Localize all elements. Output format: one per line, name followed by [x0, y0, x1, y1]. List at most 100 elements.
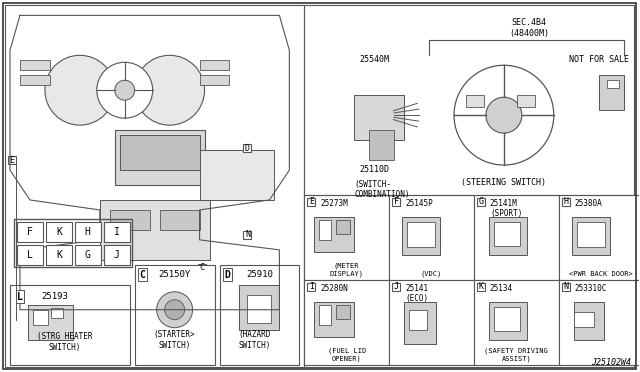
Text: SEC.4B4
(48400M): SEC.4B4 (48400M): [509, 18, 549, 38]
Bar: [248, 295, 271, 323]
Bar: [17, 222, 43, 242]
Bar: [100, 200, 209, 260]
Text: E: E: [10, 155, 15, 164]
Bar: [33, 310, 48, 325]
Bar: [5, 6, 305, 366]
Text: J: J: [394, 282, 399, 291]
Text: J: J: [114, 250, 120, 260]
Text: 25141
(ECO): 25141 (ECO): [405, 284, 428, 303]
Text: K: K: [56, 227, 62, 237]
Bar: [75, 245, 100, 265]
Bar: [489, 302, 527, 340]
Bar: [314, 302, 354, 337]
Text: 25910: 25910: [246, 270, 273, 279]
Bar: [577, 222, 605, 247]
Circle shape: [97, 62, 153, 118]
Bar: [120, 135, 200, 170]
Bar: [20, 60, 50, 70]
Text: 25134: 25134: [490, 284, 513, 293]
Bar: [239, 285, 280, 330]
Bar: [389, 280, 474, 365]
Bar: [562, 198, 570, 206]
Bar: [466, 95, 484, 107]
Bar: [159, 210, 200, 230]
Bar: [559, 195, 640, 280]
Bar: [559, 280, 640, 365]
Text: (STEERING SWITCH): (STEERING SWITCH): [461, 178, 547, 187]
Text: N: N: [245, 230, 250, 240]
Bar: [200, 75, 230, 85]
Bar: [409, 310, 427, 330]
Bar: [562, 283, 570, 291]
Text: L: L: [17, 292, 23, 302]
Text: 25280N: 25280N: [320, 284, 348, 293]
Text: D: D: [245, 144, 250, 153]
Bar: [369, 130, 394, 160]
Bar: [474, 280, 559, 365]
Circle shape: [45, 55, 115, 125]
Bar: [607, 80, 619, 88]
Bar: [109, 210, 150, 230]
Bar: [134, 265, 214, 365]
Bar: [198, 264, 205, 272]
Text: G: G: [479, 198, 483, 206]
Bar: [75, 222, 100, 242]
Text: D: D: [225, 270, 230, 280]
Circle shape: [115, 80, 134, 100]
Bar: [474, 195, 559, 280]
Bar: [220, 265, 300, 365]
Bar: [392, 198, 400, 206]
Bar: [307, 198, 316, 206]
Bar: [243, 231, 252, 239]
Bar: [392, 283, 400, 291]
Bar: [336, 220, 350, 234]
Bar: [494, 222, 520, 246]
Bar: [305, 6, 634, 366]
Text: (SWITCH-
COMBINATION): (SWITCH- COMBINATION): [354, 180, 410, 199]
Circle shape: [486, 97, 522, 133]
Bar: [494, 307, 520, 331]
Text: F: F: [27, 227, 33, 237]
Bar: [305, 280, 389, 365]
Bar: [314, 217, 354, 252]
Bar: [115, 130, 205, 185]
Bar: [573, 302, 604, 340]
Bar: [573, 312, 594, 327]
Text: (FUEL LID
OPENER): (FUEL LID OPENER): [328, 347, 366, 362]
Bar: [404, 302, 436, 344]
Bar: [572, 217, 610, 255]
Bar: [17, 245, 43, 265]
Bar: [336, 305, 350, 319]
Bar: [402, 217, 440, 255]
Bar: [243, 144, 252, 152]
Text: 253310C: 253310C: [575, 284, 607, 293]
Text: L: L: [27, 250, 33, 260]
Bar: [598, 75, 623, 110]
Circle shape: [164, 300, 184, 320]
Bar: [28, 305, 73, 340]
Text: (STARTER>
SWITCH): (STARTER> SWITCH): [154, 330, 195, 350]
Bar: [477, 198, 485, 206]
Text: (STRG HEATER
SWITCH): (STRG HEATER SWITCH): [37, 332, 93, 352]
Text: K: K: [479, 282, 483, 291]
Bar: [14, 219, 132, 267]
Circle shape: [157, 292, 193, 328]
Text: <PWR BACK DOOR>: <PWR BACK DOOR>: [570, 271, 633, 277]
Text: (VDC): (VDC): [421, 270, 442, 277]
Text: C: C: [140, 270, 146, 280]
Text: 25273M: 25273M: [320, 199, 348, 208]
Bar: [10, 285, 130, 365]
Text: NOT FOR SALE: NOT FOR SALE: [569, 55, 628, 64]
Circle shape: [454, 65, 554, 165]
Text: H: H: [563, 198, 568, 206]
Bar: [307, 283, 316, 291]
Text: 25141M
(SPORT): 25141M (SPORT): [490, 199, 522, 218]
Text: 25540M: 25540M: [359, 55, 389, 64]
Bar: [407, 222, 435, 247]
Bar: [517, 95, 535, 107]
Bar: [305, 195, 389, 280]
Text: C: C: [199, 263, 204, 272]
Bar: [51, 308, 63, 318]
Circle shape: [134, 55, 205, 125]
Bar: [477, 283, 485, 291]
